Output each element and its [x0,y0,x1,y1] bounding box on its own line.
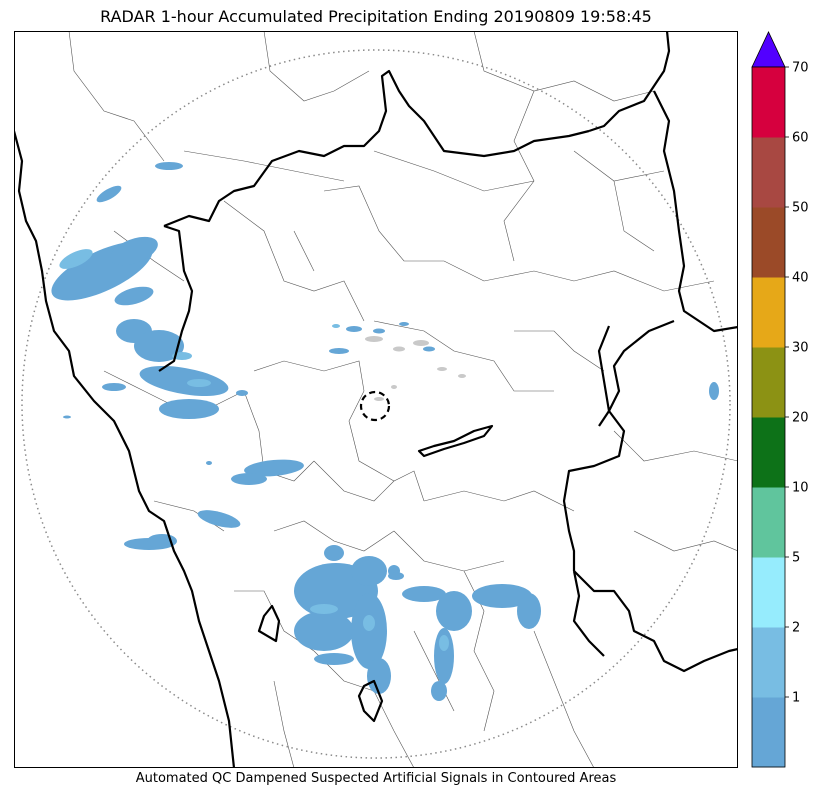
district-boundaries [68,31,738,768]
colorbar-tick-label: 70 [792,61,809,76]
colorbar-segment [752,277,785,348]
radar-map [14,31,738,768]
qc-footnote: Automated QC Dampened Suspected Artifici… [135,771,617,786]
colorbar-tick-label: 60 [792,131,809,146]
colorbar-segment [752,487,785,558]
colorbar-tick-label: 5 [792,551,800,566]
colorbar-segment [752,347,785,418]
colorbar-extend-triangle [751,31,786,68]
colorbar-segment [752,557,785,628]
colorbar-tick-label: 30 [792,341,809,356]
chart-title: RADAR 1-hour Accumulated Precipitation E… [100,7,652,26]
precipitation-areas [51,162,719,701]
colorbar-segment [752,67,785,138]
colorbar-segment [752,417,785,488]
colorbar-tick-label: 20 [792,411,809,426]
colorbar-tick-label: 2 [792,621,800,636]
colorbar-segment [752,697,785,768]
colorbar-tick-label: 1 [792,691,800,706]
colorbar-tick-label: 10 [792,481,809,496]
precipitation-colorbar: 1 2 5 10 20 30 40 50 60 70 [751,31,809,768]
map-frame [14,31,738,768]
colorbar-segment [752,137,785,208]
colorbar-tick-label: 40 [792,271,809,286]
state-boundaries [14,31,738,768]
colorbar-segment [752,627,785,698]
range-ring [21,49,731,759]
colorbar-segment [752,207,785,278]
colorbar-tick-label: 50 [792,201,809,216]
radar-site-marker [359,390,391,422]
